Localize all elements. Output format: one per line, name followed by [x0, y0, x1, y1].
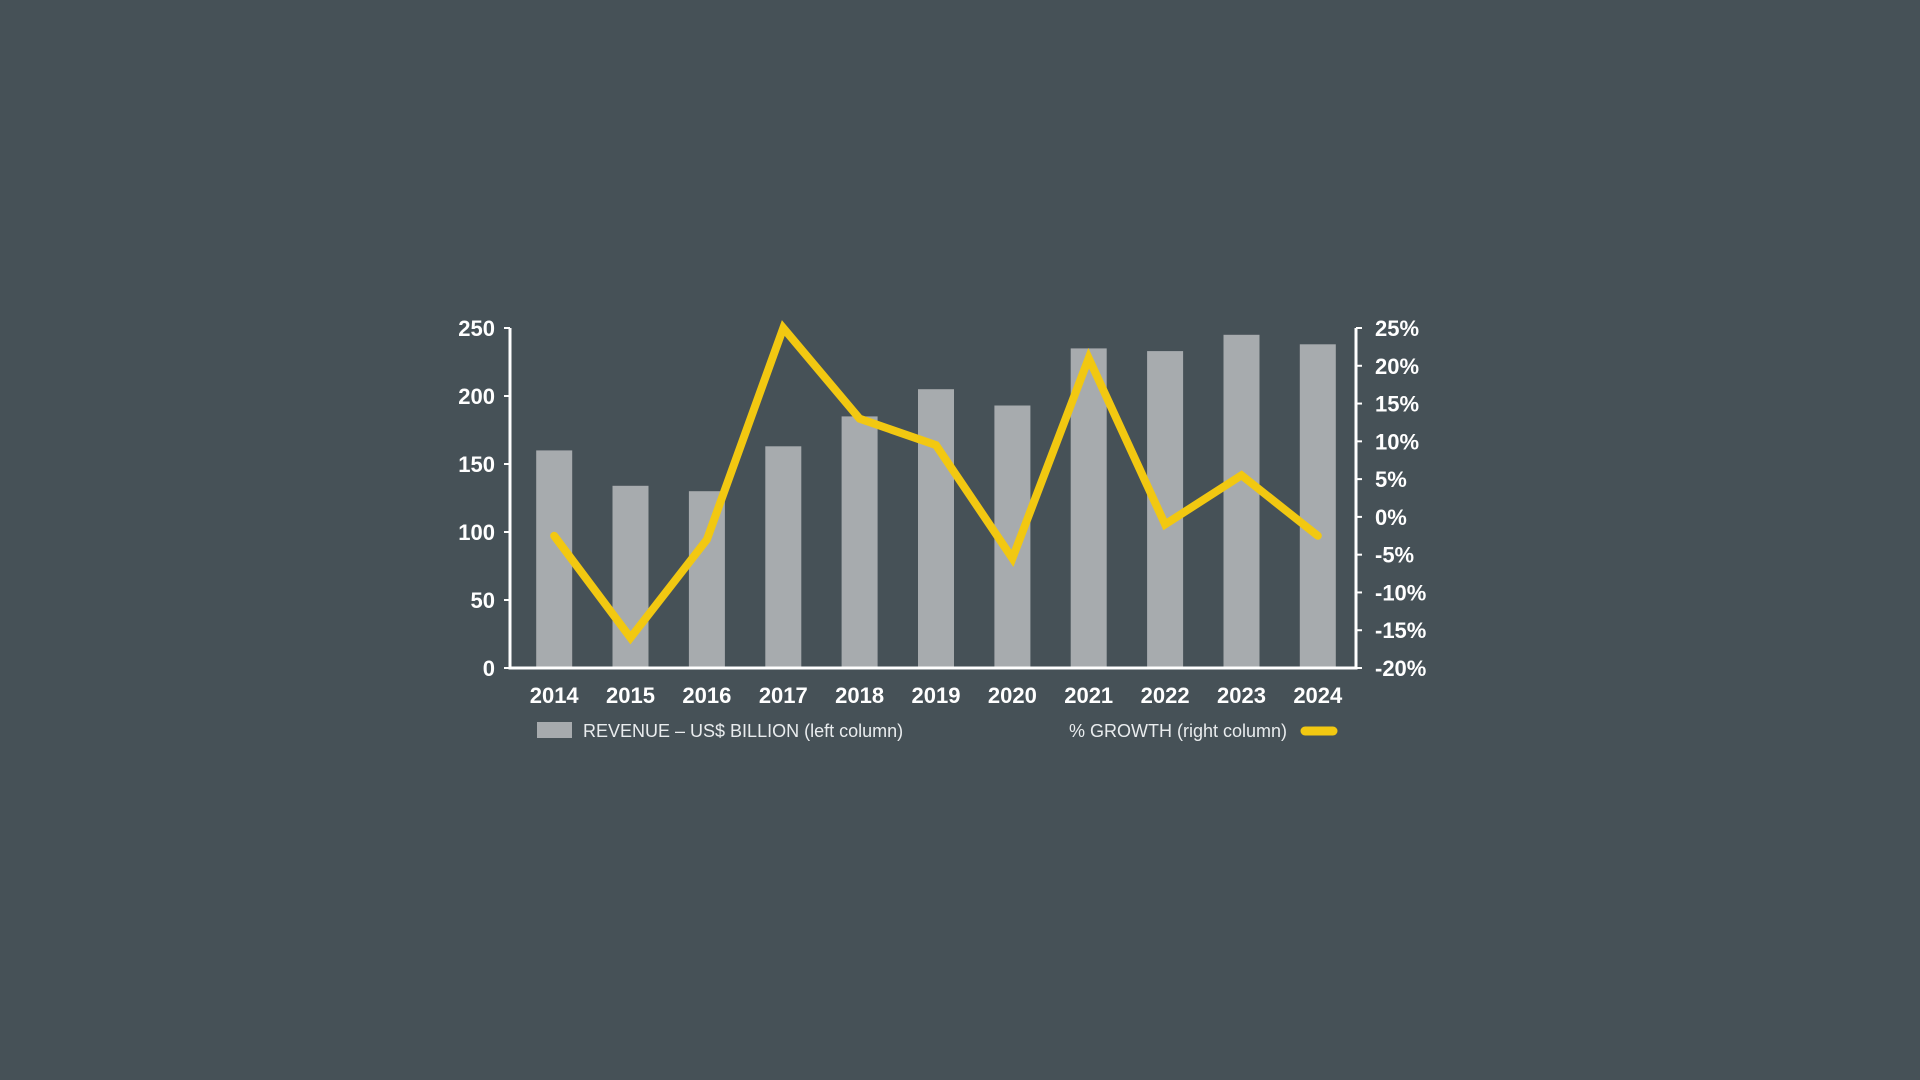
revenue-bar-2016 — [688, 491, 725, 668]
right-tick-label-15: 15% — [1375, 392, 1419, 417]
x-tick-label-2024: 2024 — [1293, 683, 1343, 708]
x-tick-label-2018: 2018 — [835, 683, 884, 708]
legend-revenue-label: REVENUE – US$ BILLION (left column) — [583, 721, 903, 741]
growth-line-layer — [550, 320, 1322, 645]
revenue-bar-2014 — [536, 450, 573, 668]
x-tick-label-2023: 2023 — [1217, 683, 1266, 708]
x-tick-label-2021: 2021 — [1064, 683, 1113, 708]
x-tick-label-2014: 2014 — [530, 683, 580, 708]
revenue-bar-2023 — [1223, 334, 1260, 668]
left-tick-label-150: 150 — [458, 452, 495, 477]
legend-growth-label: % GROWTH (right column) — [1069, 721, 1287, 741]
left-tick-label-0: 0 — [483, 656, 495, 681]
right-tick-label--15: -15% — [1375, 618, 1426, 643]
left-tick-label-100: 100 — [458, 520, 495, 545]
legend: REVENUE – US$ BILLION (left column) % GR… — [537, 721, 1338, 741]
right-tick-label-0: 0% — [1375, 505, 1407, 530]
right-tick-label--20: -20% — [1375, 656, 1426, 681]
right-tick-label--5: -5% — [1375, 543, 1414, 568]
left-tick-label-200: 200 — [458, 384, 495, 409]
revenue-bar-2024 — [1299, 344, 1336, 668]
labels-layer: 0 50 100 150 200 250 -20% -15% -10% -5% 0% 5% 10% 15%… — [458, 316, 1426, 708]
right-tick-label-25: 25% — [1375, 316, 1419, 341]
revenue-bar-2017 — [765, 446, 802, 668]
right-tick-label-20: 20% — [1375, 354, 1419, 379]
left-tick-label-250: 250 — [458, 316, 495, 341]
revenue-bar-2019 — [918, 389, 954, 668]
revenue-bar-2018 — [841, 416, 878, 668]
x-tick-label-2015: 2015 — [606, 683, 655, 708]
x-tick-label-2017: 2017 — [759, 683, 808, 708]
right-tick-label-5: 5% — [1375, 467, 1407, 492]
revenue-bar-2021 — [1070, 348, 1107, 668]
right-tick-label-10: 10% — [1375, 429, 1419, 454]
axes-layer — [504, 327, 1362, 670]
bars-layer — [536, 334, 1336, 668]
left-tick-label-50: 50 — [471, 588, 495, 613]
x-tick-label-2019: 2019 — [912, 683, 961, 708]
x-tick-label-2020: 2020 — [988, 683, 1037, 708]
legend-revenue-swatch — [537, 722, 572, 738]
revenue-bar-2022 — [1147, 351, 1184, 668]
right-tick-label--10: -10% — [1375, 580, 1426, 605]
x-tick-label-2016: 2016 — [682, 683, 731, 708]
x-tick-label-2022: 2022 — [1141, 683, 1190, 708]
